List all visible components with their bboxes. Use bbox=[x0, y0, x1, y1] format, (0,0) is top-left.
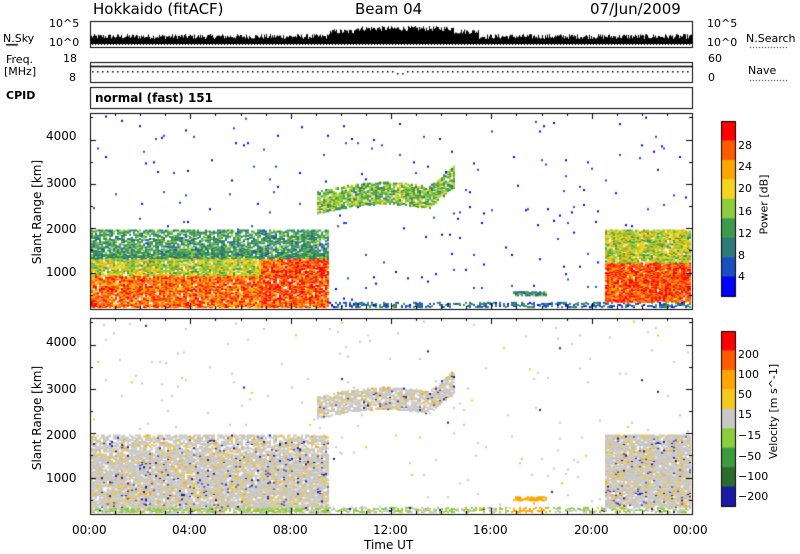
velocity-cbar-tick: 100 bbox=[738, 368, 759, 381]
velocity-cbar-tick: −100 bbox=[738, 470, 769, 483]
velocity-cbar-tick: 50 bbox=[738, 388, 752, 401]
velocity-ytick: 4000 bbox=[46, 335, 77, 349]
velocity-ytick: 2000 bbox=[46, 428, 77, 442]
velocity-cbar-tick: −50 bbox=[738, 450, 762, 463]
power-cbar-tick: 8 bbox=[738, 249, 745, 262]
power-cbar-label: Power [dB] bbox=[757, 174, 771, 235]
station-title: Hokkaido (fitACF) bbox=[93, 0, 224, 18]
xtick: 16:00 bbox=[473, 523, 508, 537]
noise-right-tick-bottom: 10^0 bbox=[707, 36, 738, 49]
xtick: 00:00 bbox=[72, 523, 107, 537]
cpid-label: CPID bbox=[6, 89, 36, 102]
freq-label: Freq. bbox=[6, 53, 34, 66]
nave-label: Nave bbox=[748, 64, 777, 77]
noise-left-tick-top: 10^5 bbox=[49, 17, 80, 30]
power-cbar-tick: 4 bbox=[738, 270, 745, 283]
power-cbar-tick: 20 bbox=[738, 182, 752, 195]
velocity-ytick: 1000 bbox=[46, 471, 77, 485]
xtick: 20:00 bbox=[574, 523, 609, 537]
beam-title: Beam 04 bbox=[355, 0, 423, 18]
date-title: 07/Jun/2009 bbox=[590, 0, 681, 18]
velocity-ytick: 3000 bbox=[46, 382, 77, 396]
xtick: 08:00 bbox=[273, 523, 308, 537]
noise-left-tick-bottom: 10^0 bbox=[49, 36, 80, 49]
nsky-label: N.Sky bbox=[3, 32, 35, 45]
velocity-cbar-tick: −15 bbox=[738, 429, 762, 442]
power-ytick: 1000 bbox=[46, 265, 77, 279]
power-ytick: 4000 bbox=[46, 129, 77, 143]
velocity-ylabel: Slant Range [km] bbox=[30, 365, 45, 471]
velocity-cbar-tick: 15 bbox=[738, 408, 752, 421]
nsearch-label: N.Search bbox=[746, 32, 796, 45]
power-cbar-tick: 16 bbox=[738, 205, 752, 218]
power-ytick: 3000 bbox=[46, 176, 77, 190]
power-ylabel: Slant Range [km] bbox=[30, 159, 45, 265]
freq-tick-bottom: 8 bbox=[69, 71, 76, 84]
power-cbar-tick: 12 bbox=[738, 227, 752, 240]
nave-tick-top: 60 bbox=[708, 52, 722, 65]
velocity-cbar-label: Velocity [m s^-1] bbox=[767, 363, 781, 460]
nave-tick-bottom: 0 bbox=[708, 71, 715, 84]
power-ytick: 2000 bbox=[46, 222, 77, 236]
xtick: 12:00 bbox=[373, 523, 408, 537]
xtick: 00:00 bbox=[673, 523, 708, 537]
power-cbar-tick: 28 bbox=[738, 139, 752, 152]
noise-right-tick-top: 10^5 bbox=[707, 17, 738, 30]
xtick: 04:00 bbox=[172, 523, 207, 537]
freq-tick-top: 18 bbox=[63, 52, 77, 65]
velocity-cbar-tick: −200 bbox=[738, 490, 769, 503]
velocity-cbar-tick: 200 bbox=[738, 348, 759, 361]
cpid-text: normal (fast) 151 bbox=[95, 91, 213, 105]
power-cbar-tick: 24 bbox=[738, 160, 752, 173]
x-axis-label: Time UT bbox=[364, 538, 414, 552]
freq-unit-label: [MHz] bbox=[4, 65, 37, 78]
